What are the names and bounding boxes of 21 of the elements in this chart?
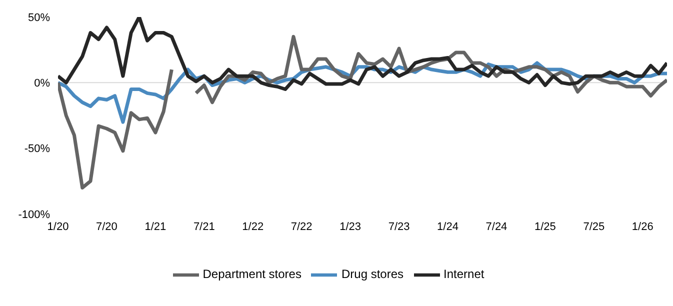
y-tick-label: -50% xyxy=(24,143,50,156)
x-tick-label: 7/25 xyxy=(583,220,605,233)
y-tick-label: -100% xyxy=(18,208,50,221)
y-tick-label: 50% xyxy=(28,12,50,24)
legend-label: Internet xyxy=(444,267,484,282)
x-tick-label: 7/21 xyxy=(193,220,215,233)
x-tick-label: 1/25 xyxy=(534,220,556,233)
x-tick-label: 1/23 xyxy=(340,220,362,233)
x-tick-label: 7/24 xyxy=(486,220,508,233)
y-tick-label: 0% xyxy=(34,78,50,90)
x-tick-label: 7/22 xyxy=(290,220,312,233)
x-tick-label: 1/20 xyxy=(47,220,69,233)
legend-label: Department stores xyxy=(202,267,302,282)
x-tick-label: 1/26 xyxy=(632,220,654,233)
x-tick-label: 1/21 xyxy=(144,220,166,233)
legend-label: Drug stores xyxy=(341,267,404,282)
x-tick-label: 1/24 xyxy=(437,220,458,233)
x-tick-label: 7/20 xyxy=(96,220,118,233)
x-tick-label: 7/23 xyxy=(388,220,410,233)
line-series xyxy=(58,17,667,91)
x-tick-label: 1/22 xyxy=(242,220,264,233)
